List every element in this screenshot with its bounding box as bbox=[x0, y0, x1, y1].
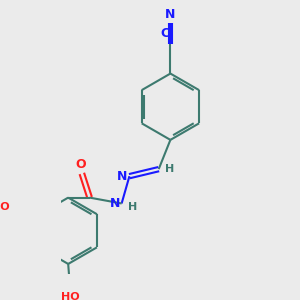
Text: N: N bbox=[117, 170, 128, 183]
Text: HO: HO bbox=[0, 202, 9, 212]
Text: H: H bbox=[128, 202, 137, 212]
Text: N: N bbox=[165, 8, 176, 21]
Text: O: O bbox=[76, 158, 86, 171]
Text: N: N bbox=[110, 197, 120, 210]
Text: H: H bbox=[165, 164, 174, 174]
Text: HO: HO bbox=[61, 292, 80, 300]
Text: C: C bbox=[160, 27, 169, 40]
